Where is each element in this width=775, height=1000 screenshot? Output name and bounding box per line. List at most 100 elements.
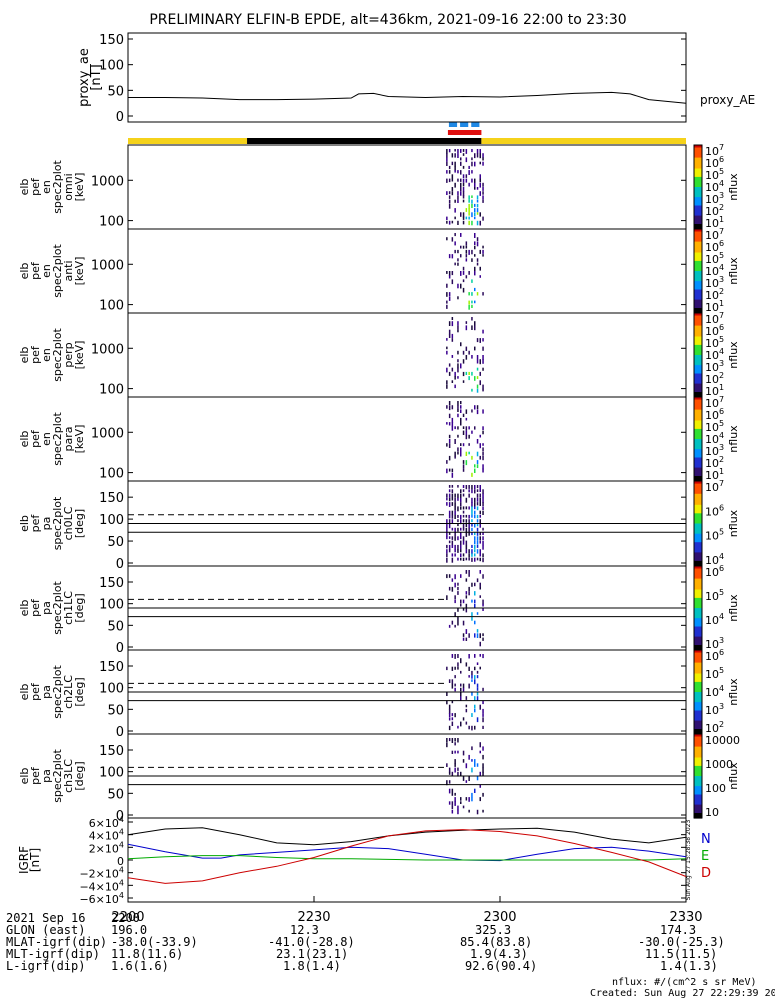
perp-ylabel-2: en xyxy=(40,348,53,362)
ch3LC-cell xyxy=(454,792,456,796)
ch2LC-cell xyxy=(465,721,468,725)
ch2LC-cell xyxy=(482,717,484,723)
anti-cell xyxy=(465,249,468,254)
ch0LC-cell xyxy=(471,510,473,515)
para-cell xyxy=(457,405,459,410)
para-cell xyxy=(460,401,462,405)
perp-cell xyxy=(468,376,470,381)
ch1LC-cell xyxy=(457,591,459,595)
ch1LC-ytick-label-0: 150 xyxy=(99,576,124,591)
ch0LC-cell xyxy=(460,540,462,546)
ch3LC-cell xyxy=(448,771,451,775)
perp-cell xyxy=(476,359,479,364)
proxy-ae-ylabel-units: [nT] xyxy=(89,64,104,90)
ch1LC-cell xyxy=(460,603,462,607)
ch3LC-colorbar-label: nflux xyxy=(727,762,740,790)
ch3LC-cell xyxy=(454,767,456,773)
perp-cell xyxy=(460,342,462,347)
ch1LC-cell xyxy=(454,599,456,604)
ch2LC-cell xyxy=(476,692,479,696)
omni-cell xyxy=(465,157,468,163)
chart-title: PRELIMINARY ELFIN-B EPDE, alt=436km, 202… xyxy=(149,12,626,28)
ch2LC-cell xyxy=(476,696,479,701)
ch1LC-ylabel-4: ch1LC xyxy=(62,591,75,625)
ch2LC-ylabel-group-2: pa xyxy=(40,685,53,699)
ch0LC-cell xyxy=(471,544,473,548)
ch2LC-cell xyxy=(451,713,454,717)
ch2LC-colorbar-band xyxy=(694,662,702,675)
para-colorbar-label-group: nflux xyxy=(727,425,740,453)
omni-cell xyxy=(457,195,459,200)
omni-cell xyxy=(482,157,484,161)
anti-colorbar-band xyxy=(694,229,702,233)
ch3LC-cell xyxy=(446,742,448,748)
anti-ylabel-2: en xyxy=(40,264,53,278)
ch0LC-cell xyxy=(446,497,448,501)
para-cell xyxy=(476,460,479,465)
ch1LC-cell xyxy=(474,582,476,587)
omni-cell xyxy=(468,170,470,175)
ch3LC-cell xyxy=(454,801,456,806)
para-colorbar-tick-1: 106 xyxy=(705,407,724,422)
ch1LC-cell xyxy=(457,616,459,621)
perp-cell xyxy=(471,371,473,376)
anti-colorbar-tick-1: 106 xyxy=(705,239,724,254)
omni-cell xyxy=(465,174,468,178)
ch1LC-ylabel-3: spec2plot xyxy=(51,581,64,635)
anti-cell xyxy=(474,254,476,257)
anti-colorbar-tick-4: 103 xyxy=(705,275,724,290)
omni-cell xyxy=(460,187,462,192)
ch0LC-colorbar-band xyxy=(694,504,702,514)
ch1LC-cell xyxy=(457,582,459,586)
footer-row-2-v3: 85.4(83.8) xyxy=(460,935,533,949)
para-cell xyxy=(474,468,476,473)
omni-cell xyxy=(454,182,456,188)
ch0LC-cell xyxy=(457,493,459,499)
perp-ylabel-group-0: elb xyxy=(18,347,31,364)
ch0LC-colorbar-label-group: nflux xyxy=(727,509,740,537)
ch0LC-cell xyxy=(479,536,481,541)
anti-cell xyxy=(474,266,476,272)
ch1LC-cell xyxy=(462,637,465,641)
perp-cell xyxy=(451,338,454,342)
omni-cell xyxy=(457,191,459,196)
ch0LC-cell xyxy=(479,519,481,525)
anti-cell xyxy=(446,237,448,241)
anti-cell xyxy=(468,292,470,296)
ch2LC-cell xyxy=(474,654,476,658)
perp-cell xyxy=(451,317,454,320)
omni-cell xyxy=(479,174,481,179)
para-cell xyxy=(479,455,481,460)
anti-colorbar-tick-3: 104 xyxy=(705,263,724,278)
ch0LC-cell xyxy=(451,527,454,531)
ch3LC-cell xyxy=(471,746,473,751)
para-cell xyxy=(457,409,459,412)
ch2LC-cell xyxy=(446,692,448,696)
omni-colorbar-tick-3: 104 xyxy=(705,179,724,194)
ch0LC-cell xyxy=(476,519,479,523)
ch0LC-cell xyxy=(474,553,476,557)
ch0LC-colorbar-tick-2: 105 xyxy=(705,528,724,543)
anti-cell xyxy=(448,254,451,259)
ch1LC-colorbar-tick-0: 106 xyxy=(705,564,724,579)
ch2LC-cell xyxy=(468,683,470,689)
ch2LC-cell xyxy=(451,717,454,721)
ch2LC-cell xyxy=(476,683,479,688)
perp-colorbar-band xyxy=(694,313,702,317)
ch2LC-cell xyxy=(465,704,468,708)
ch2LC-cell xyxy=(454,666,456,670)
ch3LC-ylabel-4: ch3LC xyxy=(62,759,75,793)
omni-ylabel-2: en xyxy=(40,180,53,194)
para-ylabel-group-4: para xyxy=(62,427,75,452)
perp-colorbar-band xyxy=(694,365,702,375)
perp-frame xyxy=(127,312,687,398)
ch2LC-cell xyxy=(479,704,481,710)
omni-cell xyxy=(446,170,448,174)
xtick-label-1: 2230 xyxy=(297,910,330,925)
ch3LC-cell xyxy=(448,738,451,742)
igrf-line-e xyxy=(127,855,687,861)
proxy-ae-ytick-label-1: 100 xyxy=(99,59,124,74)
ch0LC-cell xyxy=(460,514,462,519)
ch2LC-cell xyxy=(451,679,454,684)
omni-colorbar-band xyxy=(694,168,702,178)
